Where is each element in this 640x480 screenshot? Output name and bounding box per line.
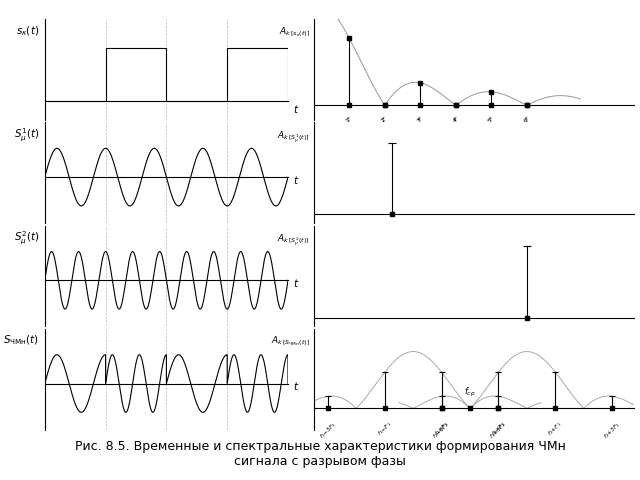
- Text: $2\!F$: $2\!F$: [379, 113, 390, 125]
- Text: $f_1{-}3F_1$: $f_1{-}3F_1$: [317, 420, 339, 441]
- Text: $S^2_\mu(t)$: $S^2_\mu(t)$: [14, 230, 40, 247]
- Text: $f_1{+}F_1$: $f_1{+}F_1$: [433, 420, 451, 438]
- Text: $f_2{+}F_1$: $f_2{+}F_1$: [546, 420, 564, 438]
- Text: $4\!F$: $4\!F$: [450, 113, 461, 125]
- Text: $s_\kappa(t)$: $s_\kappa(t)$: [17, 24, 40, 38]
- Text: $f_2{+}3F_1$: $f_2{+}3F_1$: [602, 420, 623, 441]
- Text: $f_2{-}F_1$: $f_2{-}F_1$: [489, 420, 508, 438]
- Text: $f_1{-}F_1$: $f_1{-}F_1$: [376, 420, 394, 438]
- Text: $t$: $t$: [293, 103, 300, 115]
- Text: $1\!F$: $1\!F$: [343, 113, 355, 125]
- Text: $A_{k\,[S^1_\mu(t)]}$: $A_{k\,[S^1_\mu(t)]}$: [278, 130, 310, 144]
- Text: $A_{k\,[S^2_\mu(t)]}$: $A_{k\,[S^2_\mu(t)]}$: [278, 233, 310, 248]
- Text: $t$: $t$: [293, 174, 300, 186]
- Text: $A_{k\,[S_{\rm ЧМн}(t)]}$: $A_{k\,[S_{\rm ЧМн}(t)]}$: [271, 335, 310, 348]
- Text: $t$: $t$: [293, 380, 300, 393]
- Text: $f_2{-}3F_1$: $f_2{-}3F_1$: [431, 420, 452, 441]
- Text: $f_{cp}$: $f_{cp}$: [464, 386, 476, 399]
- Text: $S_{\rm ЧМн}(t)$: $S_{\rm ЧМн}(t)$: [3, 333, 40, 347]
- Text: $6\!F$: $6\!F$: [521, 113, 533, 125]
- Text: $3\!F$: $3\!F$: [414, 113, 426, 125]
- Text: $5\!F$: $5\!F$: [486, 113, 497, 125]
- Text: $f_1{+}3F_1$: $f_1{+}3F_1$: [488, 420, 509, 441]
- Text: $f_2$: $f_2$: [522, 328, 532, 342]
- Text: $t$: $t$: [293, 277, 300, 289]
- Text: $f_1$: $f_1$: [387, 225, 397, 239]
- Text: $S^1_\mu(t)$: $S^1_\mu(t)$: [14, 127, 40, 144]
- Text: $A_{k\,[s_\kappa(t)]}$: $A_{k\,[s_\kappa(t)]}$: [279, 26, 310, 39]
- Text: Рис. 8.5. Временные и спектральные характеристики формирования ЧМн
сигнала с раз: Рис. 8.5. Временные и спектральные харак…: [75, 440, 565, 468]
